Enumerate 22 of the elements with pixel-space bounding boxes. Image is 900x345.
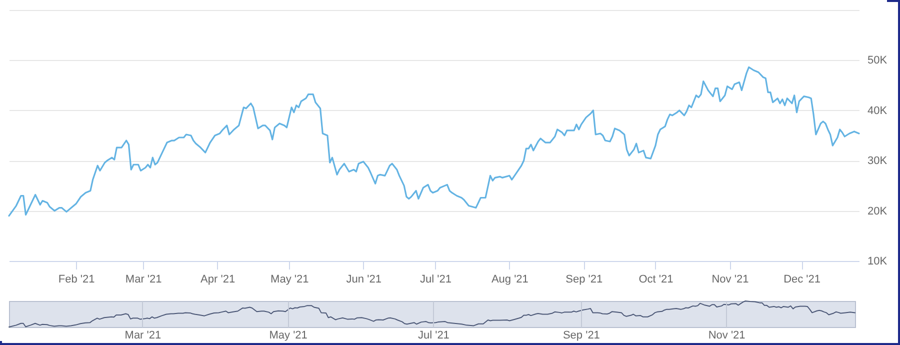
y-tick-label: 20K [868,205,888,218]
x-tick-label: Oct '21 [638,274,674,286]
x-tick-label: Sep '21 [562,330,600,342]
x-tick-label: Aug '21 [491,274,528,286]
x-tick-label: Jun '21 [346,274,382,286]
x-tick-label: Nov '21 [708,330,746,342]
x-tick-label: Nov '21 [712,274,749,286]
y-tick-label: 50K [868,54,888,67]
y-tick-label: 10K [868,256,888,268]
x-tick-label: Mar '21 [124,330,162,342]
y-tick-label: 30K [868,155,888,168]
x-tick-label: Apr '21 [200,274,236,286]
y-tick-label: 40K [868,104,888,117]
x-tick-label: Dec '21 [784,274,821,286]
x-tick-label: Jul '21 [420,274,452,286]
x-tick-label: May '21 [269,330,308,342]
line-series [8,66,860,217]
x-tick-label: Feb '21 [58,274,95,286]
x-tick-label: Sep '21 [566,274,603,286]
x-tick-label: Mar '21 [125,274,162,286]
x-tick-label: Jul '21 [418,330,450,342]
x-tick-label: May '21 [270,274,309,286]
